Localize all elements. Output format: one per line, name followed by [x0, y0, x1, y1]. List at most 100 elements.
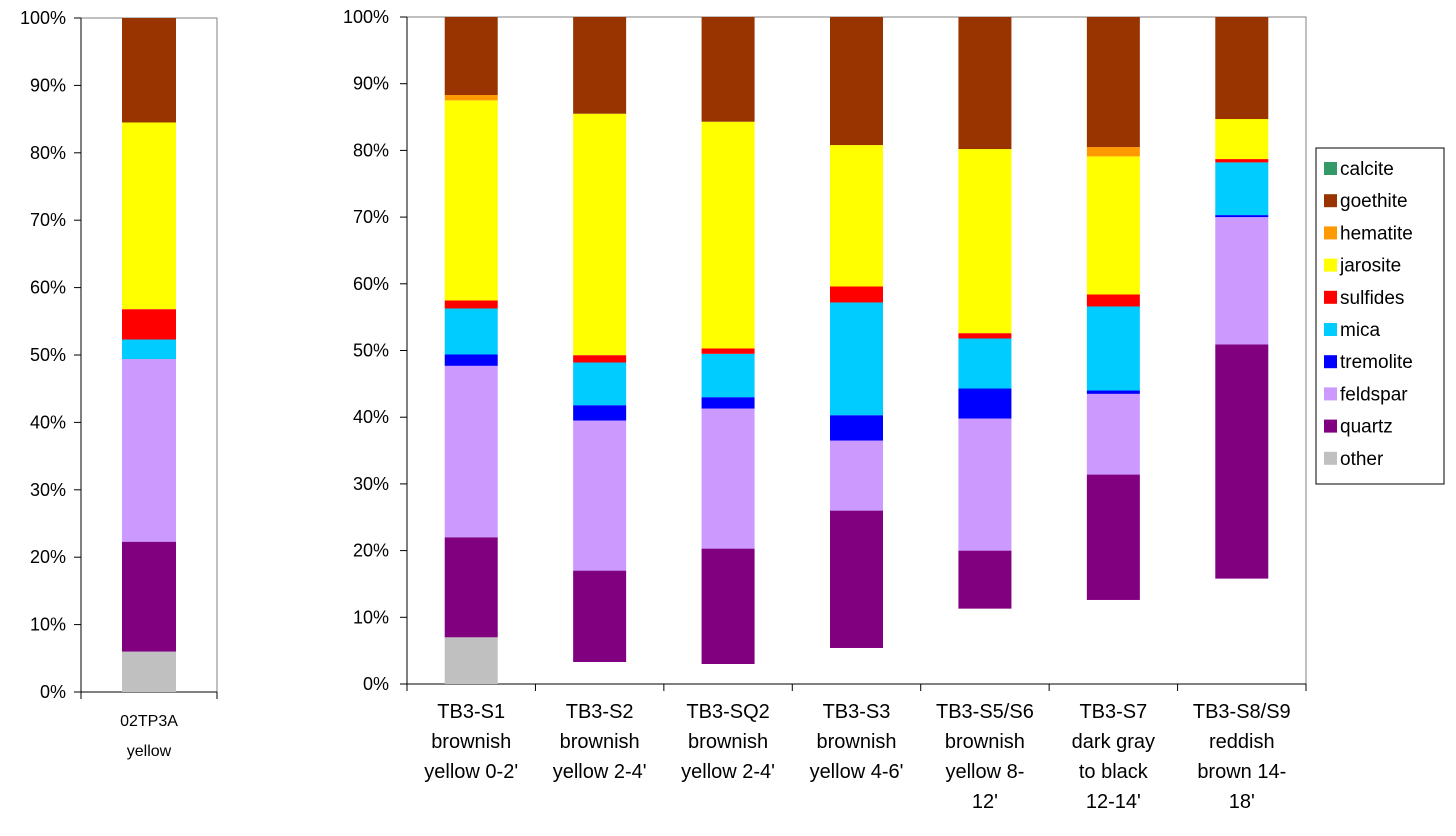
y-tick-label: 30%: [353, 474, 389, 494]
bar-segment-quartz: [1086, 474, 1140, 600]
x-category-label: TB3-S1: [437, 701, 505, 723]
y-tick-label: 30%: [30, 480, 66, 500]
x-category-label: brown 14-: [1197, 761, 1286, 783]
bar-segment-jarosite: [1215, 119, 1269, 160]
y-tick-label: 0%: [40, 682, 66, 702]
x-category-label: brownish: [431, 731, 511, 753]
bar-segment-tremolite: [1086, 390, 1140, 394]
bar-segment-goethite: [444, 17, 498, 96]
bar-segment-mica: [1215, 162, 1269, 216]
bar-segment-quartz: [444, 537, 498, 638]
y-tick-label: 10%: [30, 615, 66, 635]
bar-segment-tremolite: [701, 397, 755, 409]
bar-segment-feldspar: [701, 408, 755, 549]
x-category-label: yellow 2-4': [553, 761, 647, 783]
legend-swatch-feldspar: [1324, 387, 1337, 401]
y-tick-label: 80%: [353, 140, 389, 160]
x-category-label: TB3-S7: [1079, 701, 1147, 723]
bar-segment-mica: [444, 308, 498, 355]
bar-segment-sulfides: [701, 348, 755, 354]
y-tick-label: 90%: [30, 75, 66, 95]
bar-segment-feldspar: [958, 418, 1012, 551]
x-category-label: yellow 8-: [945, 761, 1024, 783]
legend-swatch-tremolite: [1324, 355, 1337, 369]
bar-segment-hematite: [1086, 147, 1140, 157]
bar-segment-tremolite: [573, 405, 627, 421]
bar-segment-tremolite: [1215, 215, 1269, 218]
x-category-label: 02TP3A: [120, 713, 178, 730]
legend-label-hematite: hematite: [1340, 223, 1413, 244]
right-chart: 0% 10% 20% 30% 40% 50% 60% 70% 80% 90% 100% TB3-S1 b…: [343, 7, 1307, 813]
bar-segment-jarosite: [122, 122, 176, 310]
y-tick-label: 0%: [363, 674, 389, 694]
bar-segment-goethite: [830, 17, 883, 146]
legend-label-goethite: goethite: [1340, 191, 1408, 212]
x-category-label: TB3-S5/S6: [936, 701, 1034, 723]
legend-label-other: other: [1340, 449, 1384, 470]
legend-label-jarosite: jarosite: [1339, 256, 1401, 277]
y-tick-label: 10%: [353, 607, 389, 627]
legend-label-sulfides: sulfides: [1340, 288, 1404, 309]
y-tick-label: 50%: [353, 341, 389, 361]
y-tick-label: 40%: [30, 412, 66, 432]
y-tick-label: 20%: [353, 541, 389, 561]
bar-segment-jarosite: [830, 145, 883, 287]
legend-label-quartz: quartz: [1340, 417, 1393, 438]
legend-label-calcite: calcite: [1340, 159, 1394, 180]
y-tick-label: 40%: [353, 407, 389, 427]
legend-swatch-goethite: [1324, 194, 1337, 208]
x-category-label: to black: [1079, 761, 1149, 783]
bar-segment-tremolite: [830, 415, 883, 441]
y-tick-label: 100%: [20, 8, 66, 28]
bar-segment-sulfides: [1215, 159, 1269, 163]
bar-segment-sulfides: [1086, 294, 1140, 307]
bar-segment-goethite: [1086, 17, 1140, 148]
x-category-label: brownish: [816, 731, 896, 753]
bar-segment-jarosite: [958, 149, 1012, 334]
y-tick-label: 80%: [30, 143, 66, 163]
y-tick-label: 60%: [353, 274, 389, 294]
bar-segment-mica: [830, 302, 883, 416]
bar-segment-feldspar: [444, 365, 498, 538]
bar-segment-feldspar: [830, 440, 883, 511]
legend-swatch-other: [1324, 451, 1337, 465]
legend-label-feldspar: feldspar: [1340, 384, 1408, 405]
bar-segment-sulfides: [830, 286, 883, 303]
x-category-label: 12-14': [1086, 791, 1141, 813]
y-tick-label: 90%: [353, 74, 389, 94]
y-tick-label: 20%: [30, 547, 66, 567]
x-category-label: TB3-SQ2: [686, 701, 769, 723]
legend-swatch-calcite: [1324, 162, 1337, 175]
bar-segment-sulfides: [958, 333, 1012, 339]
x-category-label: yellow 4-6': [810, 761, 904, 783]
y-tick-label: 100%: [343, 7, 389, 27]
bar-segment-feldspar: [1215, 217, 1269, 345]
x-category-label: yellow 2-4': [681, 761, 775, 783]
x-category-label: TB3-S2: [566, 701, 634, 723]
left-chart: 0% 10% 20% 30% 40% 50% 60% 70% 80% 90% 100% 02TP3A y…: [20, 8, 218, 760]
x-category-label: TB3-S3: [823, 701, 891, 723]
legend: calcite goethite hematite jarosite sulfides m…: [1315, 147, 1445, 485]
bar-segment-mica: [573, 362, 627, 406]
bar-segment-sulfides: [573, 355, 627, 363]
bar-segment-quartz: [830, 510, 883, 648]
y-tick-label: 60%: [30, 278, 66, 298]
bar-segment-other: [444, 637, 498, 684]
legend-swatch-mica: [1324, 323, 1337, 336]
x-category-label: yellow 0-2': [424, 761, 518, 783]
bar-segment-other: [122, 651, 176, 692]
bar-segment-tremolite: [958, 388, 1012, 419]
bar-segment-jarosite: [573, 113, 627, 356]
bar-segment-jarosite: [701, 121, 755, 349]
x-category-label: dark gray: [1072, 731, 1155, 753]
bar-segment-feldspar: [573, 420, 627, 571]
legend-label-tremolite: tremolite: [1340, 352, 1413, 373]
x-category-label: brownish: [688, 731, 768, 753]
x-category-label: 12': [972, 791, 998, 813]
x-category-label: brownish: [945, 731, 1025, 753]
legend-swatch-jarosite: [1324, 258, 1337, 272]
bar-segment-goethite: [958, 17, 1012, 150]
bar-segment-mica: [958, 338, 1012, 389]
